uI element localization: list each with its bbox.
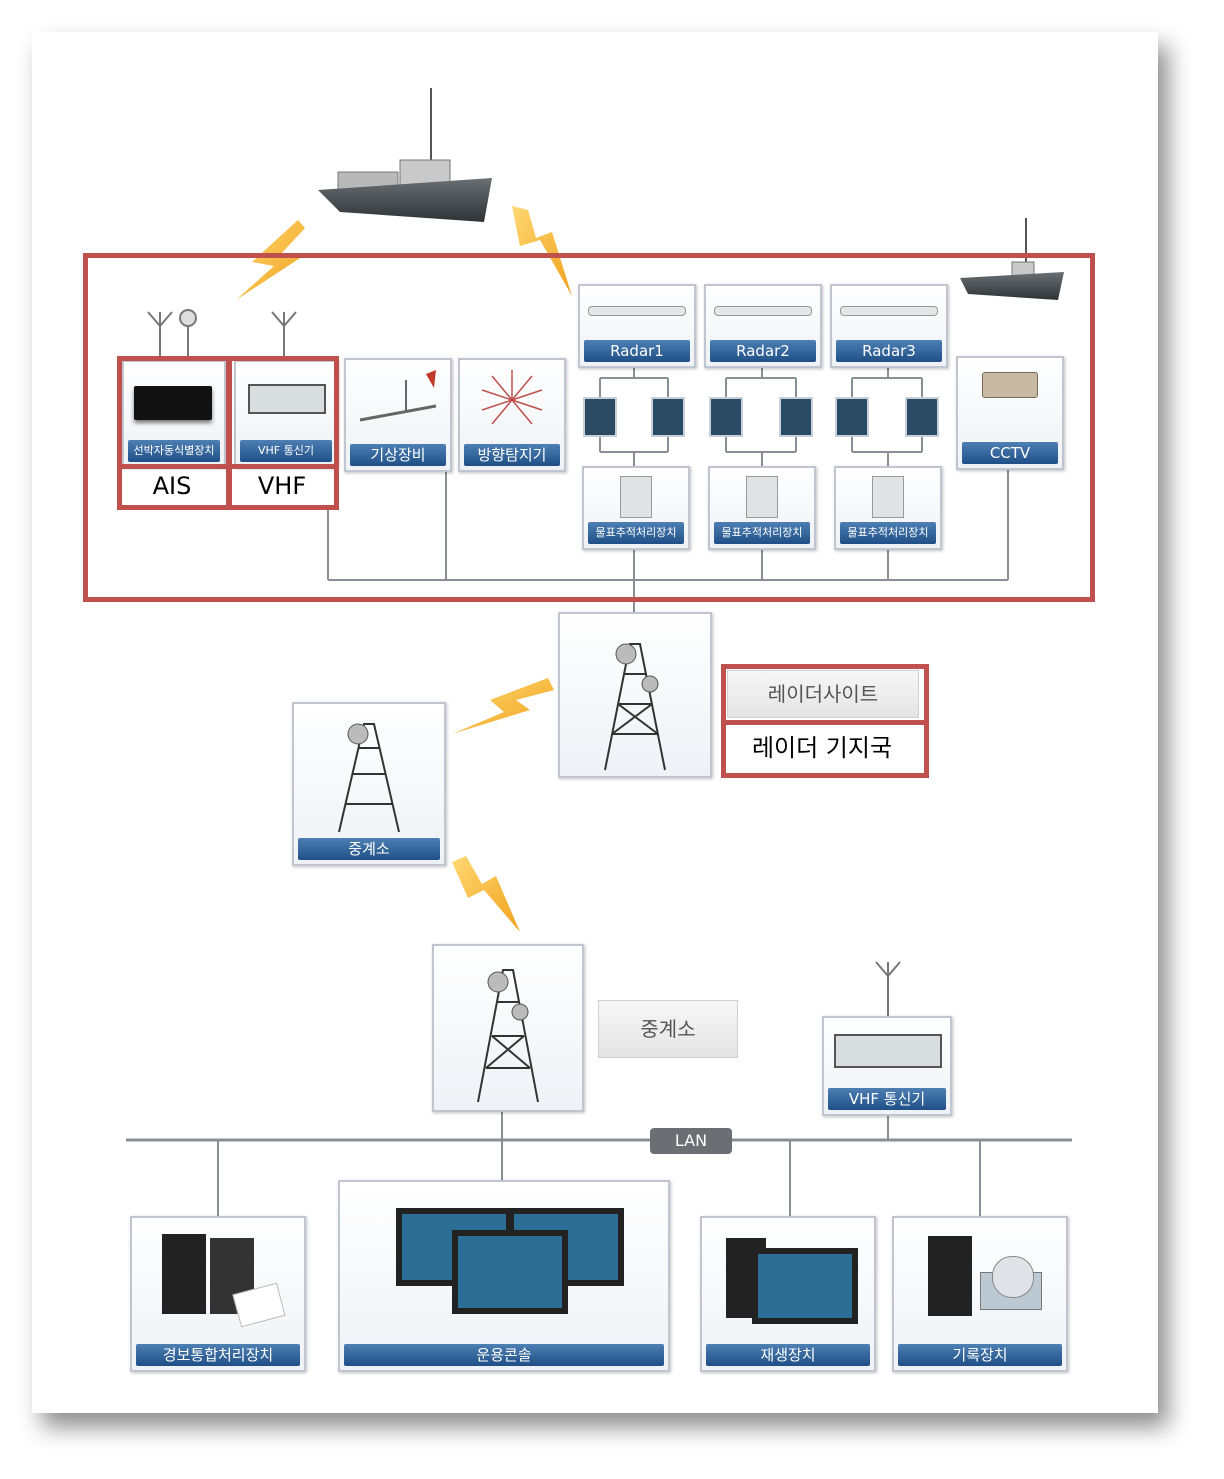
site-label-divider — [721, 720, 929, 725]
playback-device[interactable]: 재생장치 — [700, 1216, 876, 1372]
antenna-icons — [147, 309, 901, 1016]
server-tower-icon — [746, 476, 778, 518]
lightning-bolt-3 — [452, 678, 554, 734]
weather-station-label: 기상장비 — [350, 444, 446, 466]
site-name-label: 레이더사이트 — [727, 670, 919, 718]
recording-device-icon — [928, 1236, 972, 1316]
site-translation-label: 레이더 기지국 — [727, 726, 917, 770]
tracker-1-label: 물표추적처리장치 — [588, 522, 684, 544]
direction-finder-label: 방향탐지기 — [464, 444, 560, 466]
tracker-2-label: 물표추적처리장치 — [714, 522, 810, 544]
ais-device[interactable]: 선박자동식별장치 — [122, 360, 226, 468]
relay-station-top[interactable]: 중계소 — [292, 702, 446, 866]
cctv-device[interactable]: CCTV — [956, 356, 1064, 470]
ais-abbr: AIS — [122, 470, 222, 502]
direction-finder-icon — [481, 370, 543, 425]
lightning-bolt-4 — [452, 856, 520, 932]
operation-console-device[interactable]: 운용콘솔 — [338, 1180, 670, 1372]
lan-badge: LAN — [650, 1128, 732, 1154]
vhf-radio-icon — [248, 384, 326, 414]
server-tower-icon — [872, 476, 904, 518]
vhf-abbr: VHF — [234, 470, 330, 502]
radar3[interactable]: Radar3 — [830, 284, 948, 368]
ais-vhf-divider — [117, 464, 339, 469]
lightning-bolt-2 — [512, 206, 572, 296]
radar-site-frame — [83, 253, 1095, 602]
relay-center-label: 중계소 — [598, 1000, 738, 1058]
cctv-label: CCTV — [962, 442, 1058, 464]
operation-console-label: 운용콘솔 — [344, 1344, 664, 1366]
ship-icon — [318, 88, 492, 222]
radar3-label: Radar3 — [836, 340, 942, 362]
radar2-label: Radar2 — [710, 340, 816, 362]
radar1[interactable]: Radar1 — [578, 284, 696, 368]
radar-antenna-icon — [840, 306, 938, 316]
recording-device-label: 기록장치 — [898, 1344, 1062, 1366]
direction-finder-device[interactable]: 방향탐지기 — [458, 358, 566, 472]
lightning-bolt-1 — [236, 220, 305, 300]
vhf-center-device[interactable]: VHF 통신기 — [822, 1016, 952, 1116]
recording-device[interactable]: 기록장치 — [892, 1216, 1068, 1372]
vhf-center-label: VHF 통신기 — [828, 1088, 946, 1110]
radar-antenna-icon — [714, 306, 812, 316]
weather-station-icon — [359, 370, 437, 422]
alarm-processor-label: 경보통합처리장치 — [136, 1344, 300, 1366]
weather-station-device[interactable]: 기상장비 — [344, 358, 452, 472]
vhf-highlight — [227, 356, 339, 510]
radar-site-wiring — [126, 364, 1072, 1216]
server-tower-icon — [620, 476, 652, 518]
relay-top-label: 중계소 — [298, 838, 440, 860]
tracker-1[interactable]: 물표추적처리장치 — [582, 466, 690, 550]
small-ship-icon — [960, 218, 1064, 300]
processor-units — [583, 397, 939, 437]
vhf-label: VHF 통신기 — [240, 440, 332, 462]
vhf-radio-icon — [834, 1034, 942, 1068]
tracker-2[interactable]: 물표추적처리장치 — [708, 466, 816, 550]
tracker-3-label: 물표추적처리장치 — [840, 522, 936, 544]
alarm-processor-icon — [162, 1234, 206, 1314]
radar2[interactable]: Radar2 — [704, 284, 822, 368]
ais-box-icon — [134, 386, 212, 420]
tower-icon — [477, 969, 539, 1103]
playback-device-label: 재생장치 — [706, 1344, 870, 1366]
radar-antenna-icon — [588, 306, 686, 316]
alarm-processor-device[interactable]: 경보통합처리장치 — [130, 1216, 306, 1372]
cctv-camera-icon — [982, 372, 1038, 398]
radar1-label: Radar1 — [584, 340, 690, 362]
tracker-3[interactable]: 물표추적처리장치 — [834, 466, 942, 550]
radar-site-tower[interactable] — [558, 612, 712, 778]
tower-icon — [604, 643, 666, 771]
ais-label: 선박자동식별장치 — [128, 440, 220, 462]
tower-icon — [338, 723, 400, 833]
relay-station-center[interactable] — [432, 944, 584, 1112]
